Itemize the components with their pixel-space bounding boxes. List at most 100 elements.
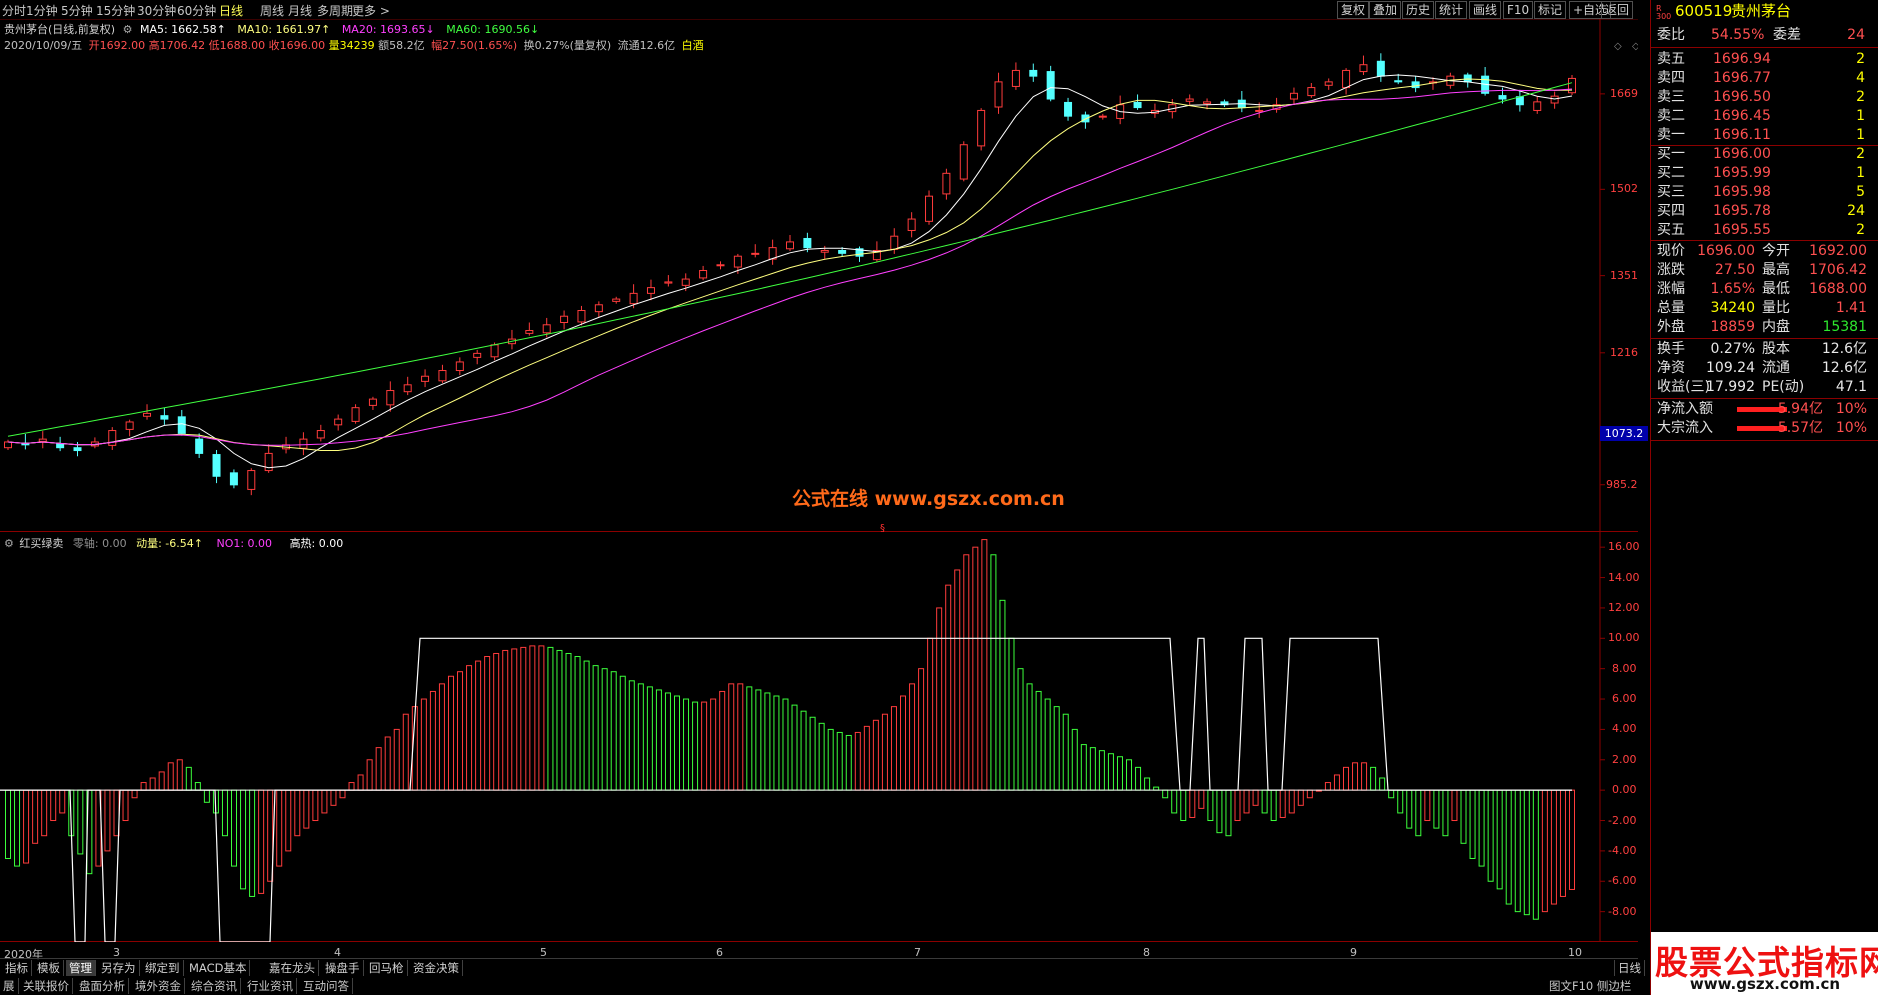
indicator-tab-1[interactable]: 模板 bbox=[34, 960, 64, 976]
period-tab-9[interactable]: 多周期 bbox=[317, 4, 354, 18]
momentum-bar bbox=[1415, 789, 1422, 837]
info-tabs: 展关联报价 盘面分析 境外资金 综合资讯 行业资讯 互动问答 图文F10 侧边栏 bbox=[0, 976, 1638, 995]
period-tab-2[interactable]: 5分钟 bbox=[61, 4, 93, 18]
momentum-bar bbox=[1044, 698, 1051, 791]
toolbar-button-7[interactable]: +自选 bbox=[1569, 1, 1612, 19]
main-legend-row1: 贵州茅台(日线,前复权) ⚙ MA5: 1662.58↑ MA10: 1661.… bbox=[4, 21, 539, 37]
ma5-legend: MA5: 1662.58↑ bbox=[139, 23, 226, 36]
period-tab-4[interactable]: 30分钟 bbox=[137, 4, 177, 18]
stat-label: 涨跌 bbox=[1657, 262, 1685, 278]
momentum-bar bbox=[1487, 789, 1494, 882]
bid-row: 买四 1695.78 24 bbox=[1651, 202, 1878, 221]
info-tab-5[interactable]: 行业资讯 bbox=[244, 978, 297, 994]
cursor-marker-icon: § bbox=[880, 523, 885, 532]
period-tab-6[interactable]: 日线 bbox=[219, 4, 244, 18]
candle-body bbox=[299, 438, 308, 449]
indicator-tab-0[interactable]: 指标 bbox=[2, 960, 32, 976]
diamond-icon[interactable]: ◇ bbox=[1614, 41, 1622, 52]
flow-row: 净流入额 5.94亿 10% bbox=[1651, 400, 1878, 419]
info-tab-2[interactable]: 盘面分析 bbox=[76, 978, 129, 994]
candle-body bbox=[38, 438, 47, 442]
indicator-tab-3[interactable]: 另存为 bbox=[98, 960, 140, 976]
momentum-bar bbox=[592, 665, 599, 791]
candle-body bbox=[455, 361, 464, 372]
info-tab-4[interactable]: 综合资讯 bbox=[188, 978, 241, 994]
logo-url: www.gszx.com.cn bbox=[1689, 975, 1841, 993]
indicator-tab-9[interactable]: 资金决策 bbox=[410, 960, 463, 976]
momentum-bar bbox=[1089, 747, 1096, 791]
momentum-bar bbox=[945, 584, 952, 791]
candle-body bbox=[1046, 71, 1055, 100]
indicator-tab-7[interactable]: 操盘手 bbox=[322, 960, 364, 976]
weicha-label: 委差 bbox=[1773, 27, 1801, 43]
indicator-tab-8[interactable]: 回马枪 bbox=[366, 960, 408, 976]
momentum-bar bbox=[1135, 766, 1142, 791]
toolbar-button-2[interactable]: 历史 bbox=[1402, 1, 1435, 19]
toolbar-button-4[interactable]: 画线 bbox=[1469, 1, 1502, 19]
settings-icon[interactable]: ⚙ bbox=[122, 23, 133, 36]
kline-chart[interactable]: ◇ ◇ § bbox=[0, 19, 1638, 532]
momentum-bar bbox=[447, 675, 454, 791]
momentum-bar bbox=[628, 680, 635, 791]
momentum-bar bbox=[1126, 759, 1133, 791]
indicator-tab-2[interactable]: 管理 bbox=[66, 960, 96, 976]
momentum-bar bbox=[1324, 782, 1331, 791]
sidebar-toggle[interactable]: 图文F10 侧边栏 bbox=[1549, 979, 1632, 993]
momentum-bar bbox=[348, 782, 355, 791]
toolbar-button-0[interactable]: 复权 bbox=[1337, 1, 1370, 19]
momentum-bar bbox=[1116, 756, 1123, 791]
toolbar-button-5[interactable]: F10 bbox=[1503, 1, 1534, 19]
momentum-bar bbox=[1062, 713, 1069, 791]
candle-body bbox=[1568, 77, 1576, 94]
candle-body bbox=[646, 287, 655, 294]
period-tab-5[interactable]: 60分钟 bbox=[177, 4, 217, 18]
candle-body bbox=[1064, 101, 1073, 117]
toolbar-button-3[interactable]: 统计 bbox=[1435, 1, 1468, 19]
stat-value: 1706.42 bbox=[1809, 262, 1867, 278]
weibi-label: 委比 bbox=[1657, 27, 1685, 43]
period-tab-10[interactable]: 更多 > bbox=[352, 4, 390, 18]
candles bbox=[4, 53, 1576, 496]
fundamental-value: 12.6亿 bbox=[1821, 360, 1867, 376]
bid-row: 买一 1696.00 2 bbox=[1651, 145, 1878, 164]
momentum-bar bbox=[981, 539, 988, 791]
indicator-chart[interactable] bbox=[0, 532, 1638, 942]
info-tab-3[interactable]: 境外资金 bbox=[132, 978, 185, 994]
toolbar-button-8[interactable]: 返回 bbox=[1601, 1, 1634, 19]
settings-icon[interactable]: ⚙ bbox=[4, 537, 14, 550]
period-tab-1[interactable]: 1分钟 bbox=[26, 4, 58, 18]
stat-row: 外盘 18859 内盘 15381 bbox=[1651, 318, 1878, 337]
momentum-bar bbox=[1035, 690, 1042, 791]
momentum-bar bbox=[954, 569, 961, 791]
indicator-tab-4[interactable]: 绑定到 bbox=[142, 960, 184, 976]
momentum-bar bbox=[393, 728, 400, 791]
period-tab-8[interactable]: 月线 bbox=[288, 4, 313, 18]
candle-body bbox=[1029, 69, 1038, 77]
momentum-bar bbox=[854, 731, 861, 791]
toolbar-button-6[interactable]: 标记 bbox=[1534, 1, 1567, 19]
info-tab-6[interactable]: 互动问答 bbox=[300, 978, 353, 994]
period-tab-7[interactable]: 周线 bbox=[260, 4, 285, 18]
candle-body bbox=[838, 249, 847, 254]
bid-row: 买二 1695.99 1 bbox=[1651, 164, 1878, 183]
toolbar-button-1[interactable]: 叠加 bbox=[1369, 1, 1402, 19]
flow-bar bbox=[1737, 407, 1787, 412]
momentum-bar bbox=[601, 668, 608, 791]
fundamental-label: 流通 bbox=[1762, 360, 1790, 376]
diamond-icon[interactable]: ◇ bbox=[1632, 41, 1638, 52]
momentum-bar bbox=[1397, 789, 1404, 814]
momentum-bar bbox=[1541, 789, 1548, 913]
info-tab-1[interactable]: 关联报价 bbox=[20, 978, 73, 994]
info-tab-0[interactable]: 展 bbox=[0, 978, 19, 994]
momentum-bar bbox=[1433, 789, 1440, 829]
period-tab-3[interactable]: 15分钟 bbox=[96, 4, 136, 18]
period-indicator[interactable]: 日线 bbox=[1614, 960, 1645, 976]
current-price-tag: 1073.2 bbox=[1600, 426, 1648, 442]
ma20-line bbox=[7, 88, 1573, 446]
indicator-tick-label: 14.00 bbox=[1608, 570, 1640, 584]
period-tab-0[interactable]: 分时 bbox=[2, 4, 27, 18]
momentum-bar bbox=[673, 695, 680, 791]
indicator-tab-6[interactable]: 嘉在龙头 bbox=[266, 960, 319, 976]
sub-legend: ⚙ 红买绿卖 零轴: 0.00 动量: -6.54↑ NO1: 0.00 高热:… bbox=[4, 535, 343, 551]
indicator-tab-5[interactable]: MACD基本 bbox=[186, 960, 251, 976]
